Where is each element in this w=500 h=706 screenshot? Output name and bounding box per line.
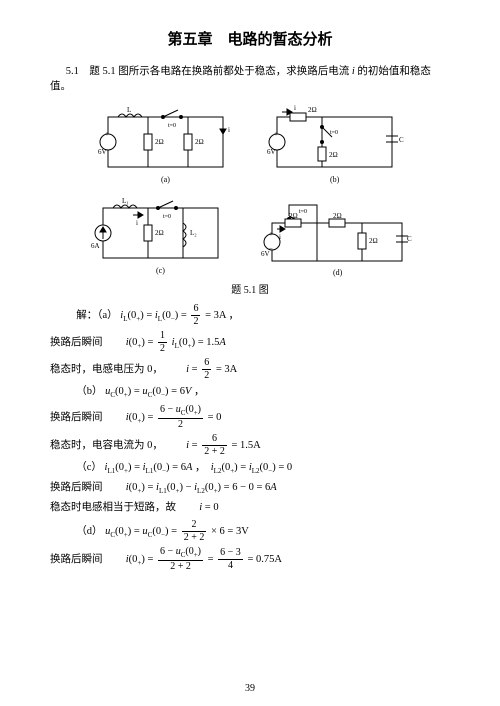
frac-den: 2 + 2: [158, 561, 203, 572]
circuit-c-label: (c): [156, 266, 165, 275]
circuit-c: L₁ 6A 2Ω L₂ i t=0 (c): [88, 193, 233, 278]
circuit-d-r1: 2Ω: [289, 212, 298, 220]
circuit-a-t: t=0: [168, 123, 176, 129]
label: 稳态时，电容电流为 0，: [50, 440, 163, 451]
sol-c-switch: 换路后瞬间 i(0+) = iL1(0+) − iL2(0+) = 6 − 0 …: [50, 481, 450, 497]
circuit-b-r1: 2Ω: [308, 106, 317, 114]
figure-row-1: L + 6V − 2Ω 2Ω i t=0 (a): [50, 102, 450, 187]
circuit-a-r2: 2Ω: [195, 138, 204, 146]
label: 换路后瞬间: [50, 412, 103, 423]
frac-den: 2: [202, 370, 211, 381]
problem-prefix: 5.1 题 5.1 图所示各电路在换路前都处于稳态，求换路后电流: [66, 66, 352, 77]
frac-den: 2: [191, 316, 200, 327]
sol-b-switch: 换路后瞬间 i(0+) = 6 − uC(0+)2 = 0: [50, 405, 450, 430]
label: 换路后瞬间: [50, 337, 103, 348]
circuit-b-t: t=0: [330, 130, 338, 136]
circuit-a-label: (a): [161, 175, 170, 184]
chapter-title: 第五章 电路的暂态分析: [50, 30, 450, 51]
sol-b-eq1: （b） uC(0+) = uC(0−) = 6V ，: [50, 385, 450, 401]
circuit-d: t=0 + 6V − 2Ω 2Ω 2Ω C i (d): [257, 193, 412, 278]
circuit-c-src: 6A: [91, 242, 100, 250]
frac-num: 6: [191, 304, 200, 316]
svg-text:+: +: [274, 130, 278, 138]
circuit-b-i: i: [294, 104, 296, 112]
label: 稳态时电感相当于短路，故: [50, 502, 176, 513]
text: = 0.75A: [247, 554, 282, 565]
circuit-d-r2: 2Ω: [333, 212, 342, 220]
circuit-c-L2: L₂: [190, 229, 197, 237]
circuit-c-L1: L₁: [122, 197, 129, 205]
sol-b-steady: 稳态时，电容电流为 0， i = 62 + 2 = 1.5A: [50, 434, 450, 457]
figures-block: L + 6V − 2Ω 2Ω i t=0 (a): [50, 102, 450, 298]
circuit-d-label: (d): [333, 268, 343, 277]
circuit-b: i 2Ω + 6V − 2Ω t=0 C (b): [262, 102, 407, 187]
problem-statement: 5.1 题 5.1 图所示各电路在换路前都处于稳态，求换路后电流 i 的初始值和…: [50, 65, 450, 94]
circuit-a-L: L: [127, 106, 131, 114]
frac-num: 6 − 3: [218, 548, 243, 560]
sol-c-eq1: （c） iL1(0+) = iL1(0−) = 6A ， iL2(0+) = i…: [50, 461, 450, 477]
svg-text:+: +: [105, 130, 109, 138]
label: （b）: [76, 386, 102, 397]
solution-block: 解：（a） iL(0+) = iL(0−) = 62 = 3A ， 换路后瞬间 …: [50, 304, 450, 571]
figure-row-2: L₁ 6A 2Ω L₂ i t=0 (c): [50, 193, 450, 278]
label: 换路后瞬间: [50, 554, 103, 565]
frac-num: 6: [202, 434, 227, 446]
frac-den: 2 + 2: [182, 532, 207, 543]
circuit-d-i: i: [279, 233, 281, 241]
circuit-a-i: i: [228, 126, 230, 134]
frac-den: 2 + 2: [202, 446, 227, 457]
sol-d-switch: 换路后瞬间 i(0+) = 6 − uC(0+)2 + 2 = 6 − 34 =…: [50, 547, 450, 572]
label: （d）: [76, 526, 102, 537]
circuit-a: L + 6V − 2Ω 2Ω i t=0 (a): [93, 102, 238, 187]
circuit-c-t: t=0: [163, 214, 171, 220]
circuit-c-r: 2Ω: [155, 229, 164, 237]
frac-den: 2: [158, 343, 167, 354]
circuit-d-C: C: [407, 235, 412, 243]
circuit-b-label: (b): [330, 175, 340, 184]
svg-text:+: +: [269, 230, 273, 238]
svg-text:−: −: [105, 146, 109, 154]
svg-text:−: −: [269, 245, 273, 253]
figure-caption: 题 5.1 图: [50, 284, 450, 298]
text: = 3A: [216, 364, 237, 375]
label: （c）: [76, 462, 102, 473]
sol-intro: 解：（a）: [76, 310, 117, 321]
sol-a-steady: 稳态时，电感电压为 0， i = 62 = 3A: [50, 358, 450, 381]
label: 稳态时，电感电压为 0，: [50, 364, 163, 375]
text: × 6 = 3V: [211, 526, 249, 537]
circuit-c-i: i: [136, 219, 138, 227]
text: = 0: [208, 412, 222, 423]
sol-c-steady: 稳态时电感相当于短路，故 i = 0: [50, 501, 450, 516]
frac-den: 4: [218, 560, 243, 571]
text: = 3A ，: [205, 310, 239, 321]
circuit-d-t: t=0: [299, 209, 307, 215]
circuit-b-r2: 2Ω: [329, 151, 338, 159]
circuit-b-C: C: [399, 136, 404, 144]
frac-num: 2: [182, 520, 207, 532]
frac-den: 2: [158, 419, 203, 430]
circuit-a-r1: 2Ω: [155, 138, 164, 146]
sol-d-eq1: （d） uC(0+) = uC(0−) = 22 + 2 × 6 = 3V: [50, 520, 450, 543]
label: 换路后瞬间: [50, 482, 103, 493]
page-number: 39: [0, 683, 500, 694]
circuit-d-r3: 2Ω: [369, 237, 378, 245]
sol-a-eq1: 解：（a） iL(0+) = iL(0−) = 62 = 3A ，: [50, 304, 450, 327]
text: = 1.5A: [231, 440, 260, 451]
frac-num: 1: [158, 331, 167, 343]
svg-text:−: −: [274, 146, 278, 154]
frac-num: 6: [202, 358, 211, 370]
sol-a-switch: 换路后瞬间 i(0+) = 12 iL(0+) = 1.5A: [50, 331, 450, 354]
